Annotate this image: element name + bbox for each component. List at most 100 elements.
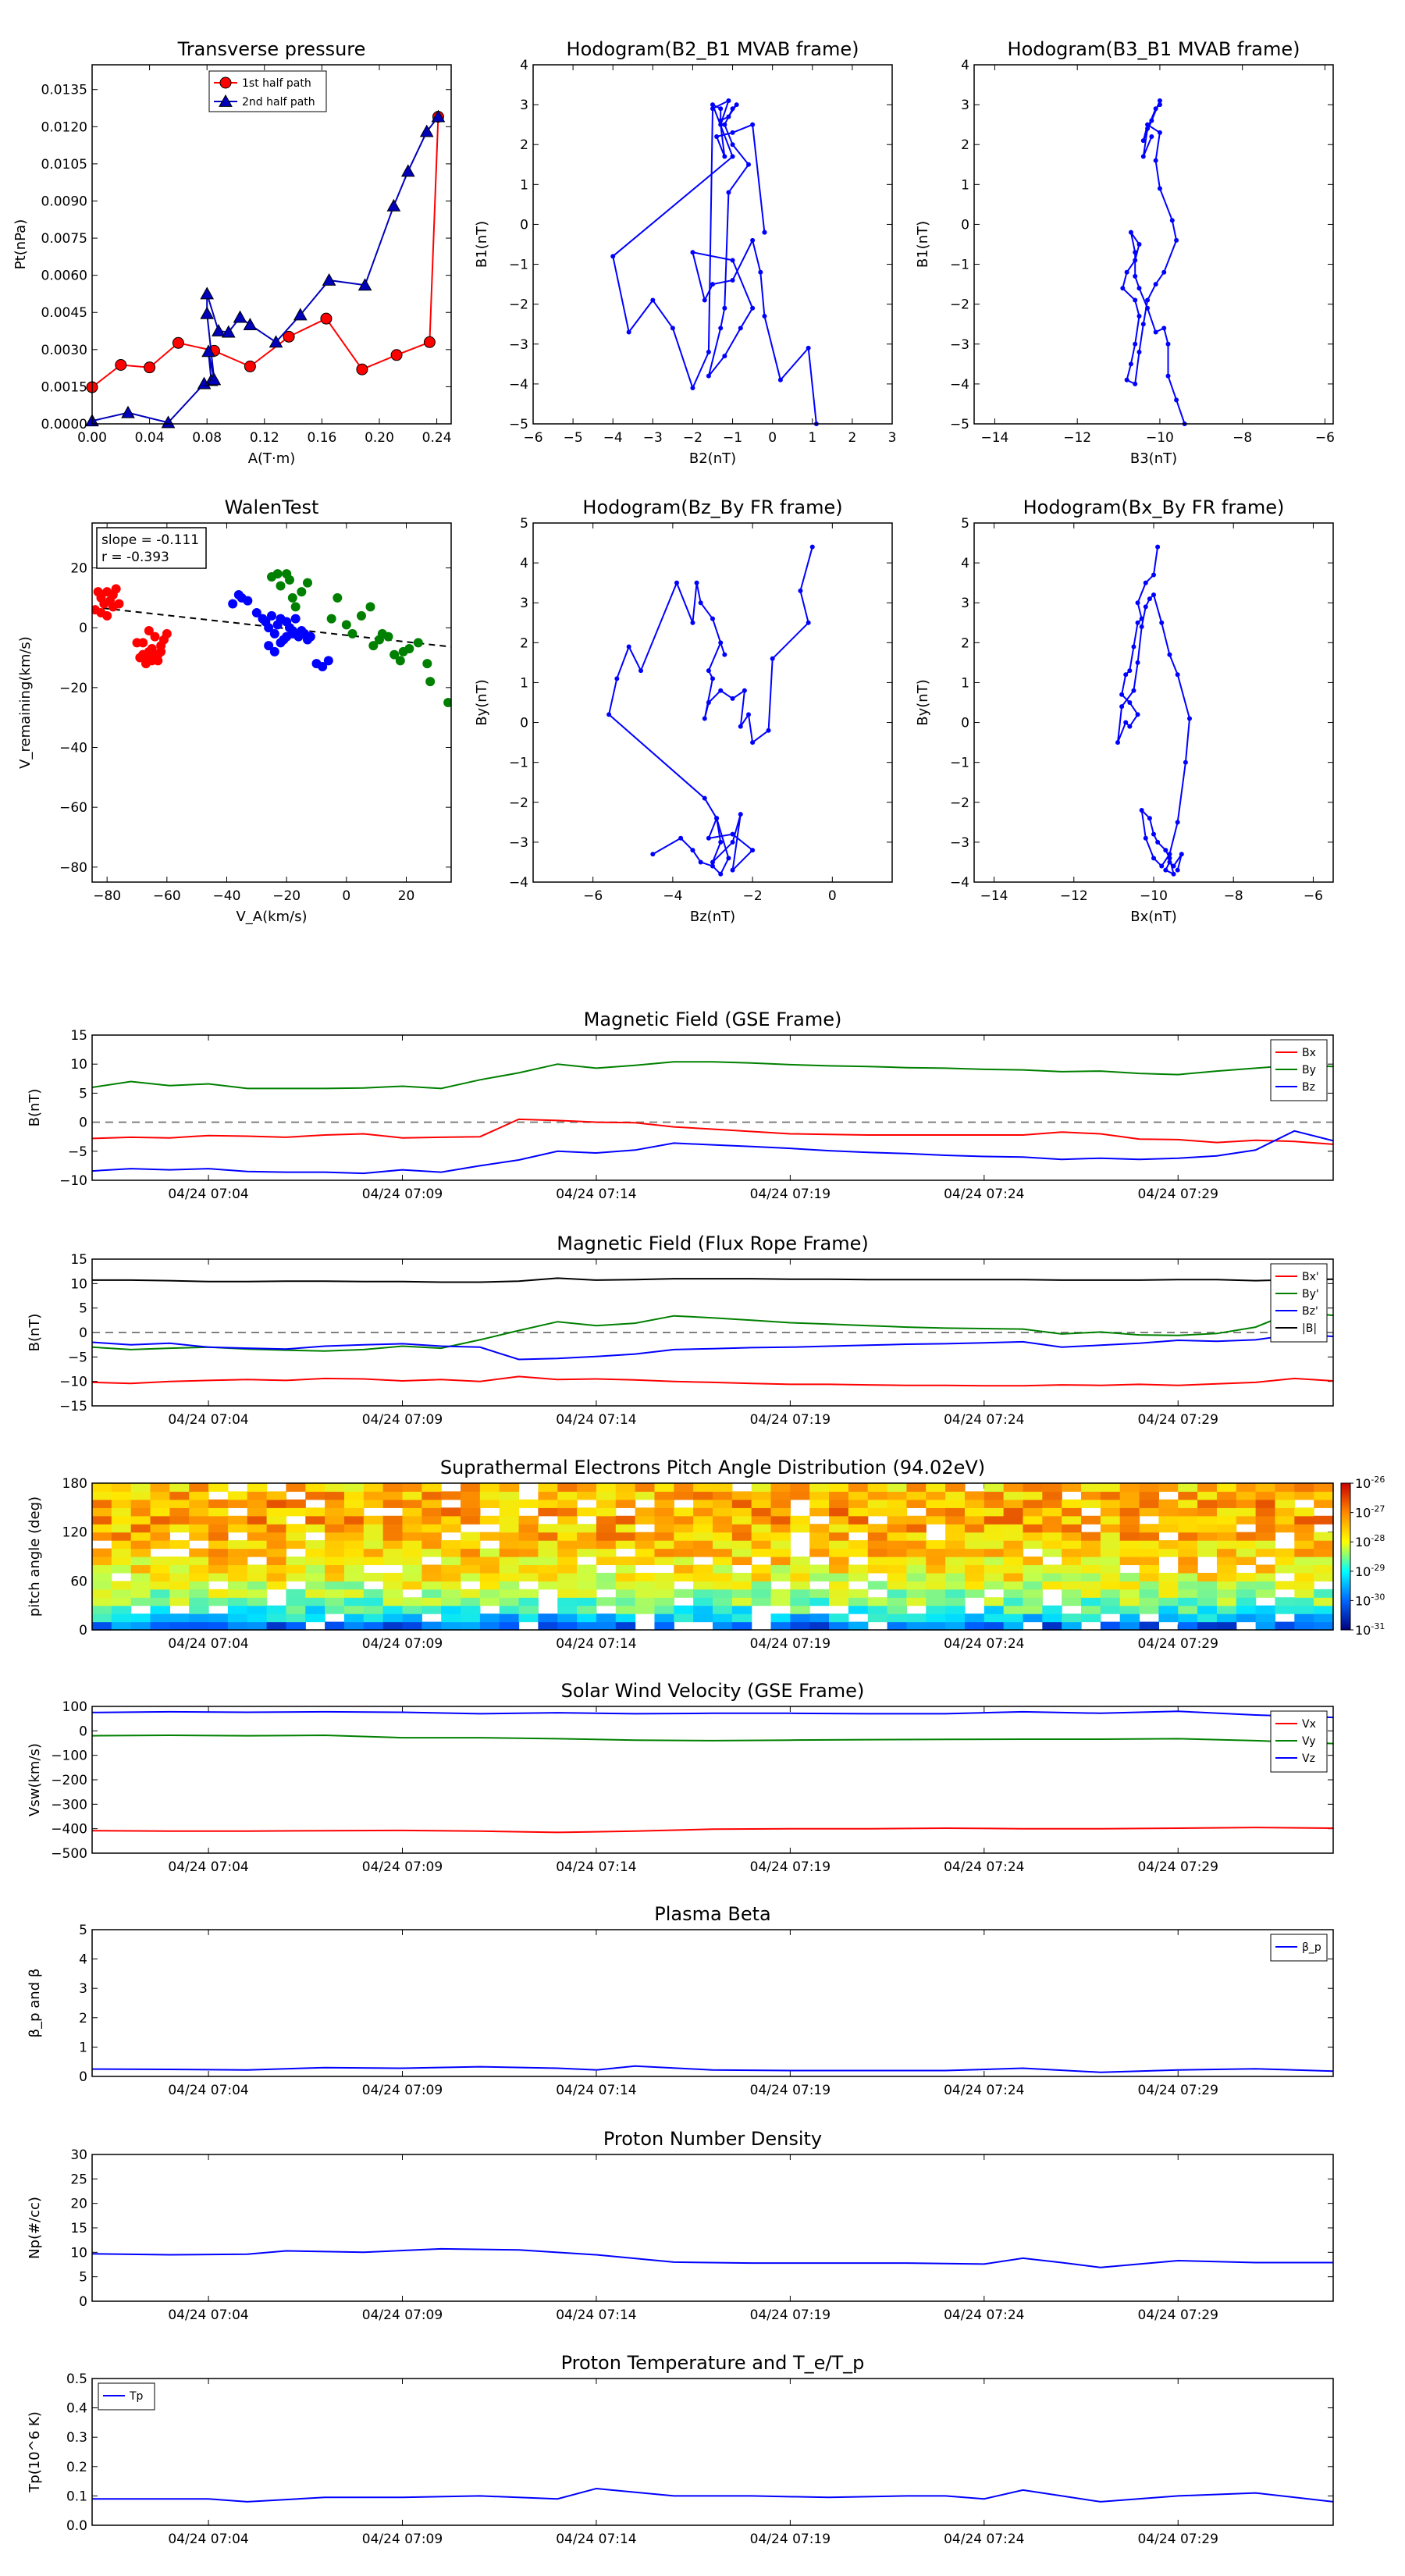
heatmap-cell: [1197, 1515, 1218, 1525]
heatmap-cell: [382, 1605, 404, 1614]
heatmap-cell: [1158, 1597, 1179, 1606]
data-point: [1135, 660, 1140, 665]
heatmap-cell: [1042, 1540, 1062, 1550]
heatmap-cell: [92, 1581, 112, 1590]
heatmap-cell: [1100, 1507, 1121, 1517]
heatmap-cell: [770, 1507, 791, 1517]
heatmap-cell: [1275, 1507, 1295, 1517]
data-point: [730, 142, 735, 148]
heatmap-cell: [674, 1491, 694, 1500]
heatmap-cell: [382, 1614, 404, 1623]
data-point: [738, 812, 743, 817]
heatmap-cell: [1216, 1491, 1237, 1500]
heatmap-cell: [926, 1605, 946, 1614]
heatmap-cell: [615, 1491, 636, 1500]
x-tick-label: −5: [564, 430, 583, 446]
data-point: [1136, 314, 1142, 318]
heatmap-cell: [402, 1507, 422, 1517]
heatmap-cell: [713, 1483, 733, 1493]
heatmap-cell: [266, 1605, 287, 1614]
x-tick-label: −3: [643, 430, 663, 446]
heatmap-cell: [635, 1597, 656, 1606]
heatmap-cell: [286, 1524, 306, 1533]
y-tick-label: −4: [950, 377, 969, 393]
y-tick-label: −10: [59, 1375, 87, 1390]
data-point: [1135, 712, 1140, 717]
plot-frame: [91, 1929, 1334, 2077]
heatmap-cell: [1314, 1557, 1334, 1566]
chart-title: Proton Number Density: [603, 2128, 822, 2150]
heatmap-cell: [693, 1524, 713, 1533]
heatmap-cell: [499, 1581, 520, 1590]
heatmap-cell: [343, 1540, 365, 1550]
heatmap-cell: [887, 1499, 908, 1508]
heatmap-cell: [1003, 1581, 1024, 1590]
heatmap-cell: [557, 1499, 578, 1508]
data-point: [626, 644, 631, 649]
heatmap-cell: [266, 1499, 287, 1508]
heatmap-cell: [1062, 1614, 1082, 1623]
heatmap-cell: [1042, 1572, 1062, 1582]
heatmap-cell: [1255, 1548, 1276, 1557]
heatmap-cell: [169, 1614, 190, 1623]
data-point: [1163, 867, 1168, 873]
data-point: [714, 134, 720, 139]
heatmap-cell: [422, 1564, 442, 1574]
heatmap-cell: [770, 1483, 791, 1493]
heatmap-cell: [422, 1597, 442, 1606]
data-point: [730, 154, 735, 159]
data-point: [305, 632, 315, 642]
heatmap-cell: [1294, 1605, 1314, 1614]
data-point: [806, 345, 811, 350]
heatmap-cell: [1236, 1499, 1257, 1508]
heatmap-cell: [286, 1597, 306, 1606]
heatmap-cell: [189, 1515, 209, 1525]
heatmap-cell: [1100, 1605, 1121, 1614]
data-point: [1119, 692, 1125, 697]
heatmap-cell: [518, 1614, 539, 1623]
heatmap-cell: [402, 1572, 422, 1582]
legend-label: Vy: [1302, 1735, 1316, 1748]
heatmap-cell: [461, 1483, 481, 1493]
heatmap-cell: [1178, 1581, 1198, 1590]
heatmap-cell: [926, 1491, 946, 1500]
y-tick-label: 2: [961, 635, 969, 651]
heatmap-cell: [343, 1572, 365, 1582]
heatmap-cell: [615, 1589, 636, 1598]
data-point: [762, 314, 767, 318]
heatmap-cell: [906, 1614, 927, 1623]
heatmap-cell: [1023, 1491, 1043, 1500]
data-point: [162, 628, 172, 639]
heatmap-cell: [1081, 1540, 1101, 1550]
heatmap-cell: [906, 1589, 927, 1598]
data-point: [798, 588, 803, 593]
data-point: [290, 602, 301, 612]
data-point: [333, 592, 343, 603]
data-point: [1165, 341, 1171, 347]
heatmap-cell: [1255, 1589, 1276, 1598]
heatmap-cell: [1255, 1532, 1276, 1541]
heatmap-cell: [1042, 1524, 1062, 1533]
x-tick-label: 04/24 07:09: [362, 2307, 443, 2323]
heatmap-cell: [867, 1524, 888, 1533]
y-tick-label: −20: [59, 681, 87, 696]
heatmap-cell: [1139, 1548, 1160, 1557]
heatmap-cell: [461, 1605, 481, 1614]
heatmap-cell: [422, 1581, 442, 1590]
heatmap-cell: [693, 1572, 713, 1582]
heatmap-cell: [557, 1557, 578, 1566]
heatmap-cell: [343, 1605, 365, 1614]
heatmap-cell: [848, 1564, 869, 1574]
heatmap-cell: [1100, 1621, 1121, 1631]
heatmap-cell: [92, 1614, 112, 1623]
y-tick-label: −2: [950, 297, 969, 313]
x-tick-label: 0: [768, 430, 777, 446]
x-tick-label: 1: [808, 430, 816, 446]
heatmap-cell: [984, 1483, 1005, 1493]
colorbar-exponent: -29: [1371, 1563, 1385, 1573]
legend-label: β_p: [1302, 1941, 1321, 1954]
data-point: [806, 620, 811, 625]
heatmap-cell: [422, 1589, 442, 1598]
heatmap-cell: [770, 1532, 791, 1541]
legend-label: Tp: [129, 2390, 144, 2403]
